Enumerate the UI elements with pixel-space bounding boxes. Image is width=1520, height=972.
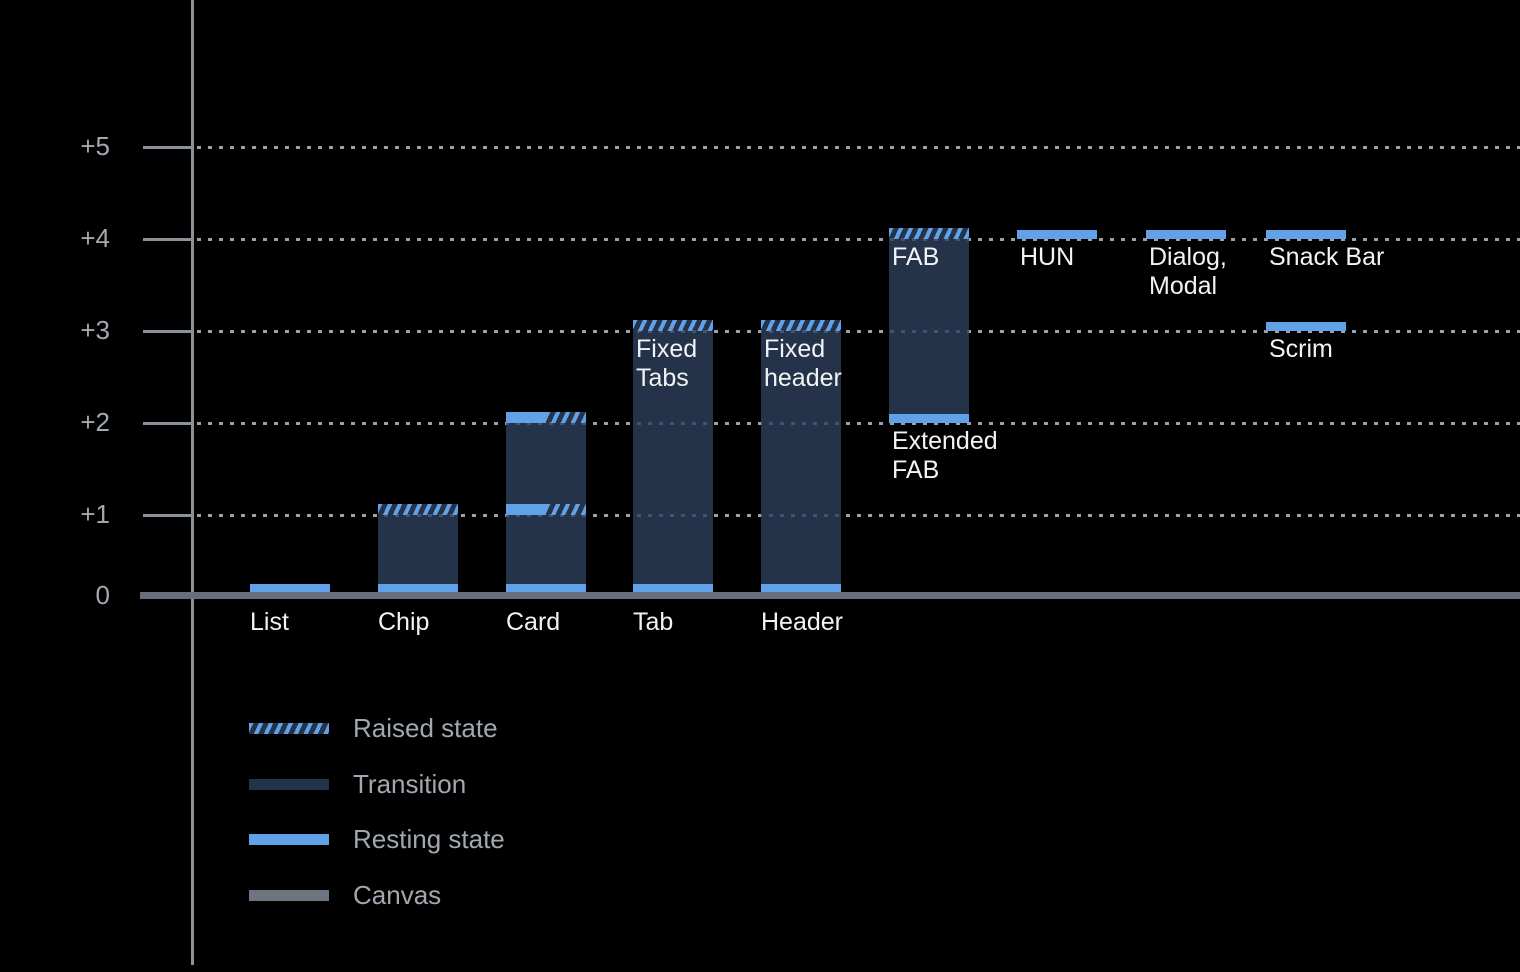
y-axis-line [191, 0, 194, 965]
label-fixed-header: Fixed header [764, 335, 842, 392]
segment-raised [633, 319, 713, 331]
y-tick-label-0: 0 [95, 579, 110, 610]
segment-raised [378, 503, 458, 515]
segment-raised-half [546, 503, 586, 515]
label-tab: Tab [633, 608, 674, 636]
y-tick-label-1: +1 [80, 498, 110, 529]
legend-swatch-transition [249, 778, 329, 790]
segment-transition [506, 423, 586, 504]
canvas-baseline [140, 592, 1520, 599]
legend-item-resting-state: Resting state [249, 823, 505, 854]
segment-resting-half [506, 503, 546, 515]
y-tick-label-2: +2 [80, 406, 110, 437]
gridline-2 [197, 421, 1520, 425]
segment-resting [506, 584, 586, 592]
label-hun: HUN [1020, 243, 1075, 271]
y-tick-mark [143, 421, 193, 425]
label-snack-bar: Snack Bar [1269, 243, 1385, 271]
label-card: Card [506, 608, 561, 636]
segment-raised [761, 319, 841, 331]
segment-resting [378, 584, 458, 592]
segment-resting [1017, 229, 1097, 239]
label-fixed-tabs: Fixed Tabs [636, 335, 698, 392]
segment-resting [250, 584, 330, 592]
label-chip: Chip [378, 608, 430, 636]
segment-raised-half [546, 411, 586, 423]
y-tick-label-5: +5 [80, 130, 110, 161]
y-tick-label-3: +3 [80, 314, 110, 345]
segment-resting [1146, 229, 1226, 239]
y-tick-mark [143, 513, 193, 517]
y-tick-label-4: +4 [80, 222, 110, 253]
y-tick-mark [143, 237, 193, 241]
segment-split [506, 411, 586, 423]
legend-swatch-canvas [249, 889, 329, 901]
label-header: Header [761, 608, 843, 636]
legend-label-canvas: Canvas [353, 879, 442, 910]
y-tick-mark [143, 329, 193, 333]
segment-split [506, 503, 586, 515]
legend-label-raised-state: Raised state [353, 712, 498, 743]
y-tick-mark [143, 145, 193, 149]
segment-transition [506, 515, 586, 584]
gridline-5 [197, 145, 1520, 149]
legend-swatch-resting [249, 833, 329, 845]
legend-label-resting-state: Resting state [353, 823, 505, 854]
segment-resting [633, 584, 713, 592]
legend-item-raised-state: Raised state [249, 712, 498, 743]
segment-transition [378, 515, 458, 584]
label-scrim: Scrim [1269, 335, 1333, 363]
label-list: List [250, 608, 289, 636]
segment-resting [889, 413, 969, 423]
gridline-4 [197, 237, 1520, 241]
segment-raised [889, 227, 969, 239]
legend-item-transition: Transition [249, 768, 467, 799]
segment-resting-half [506, 411, 546, 423]
gridline-3 [197, 329, 1520, 333]
legend-label-transition: Transition [353, 768, 467, 799]
legend-swatch-raised [249, 722, 329, 734]
segment-resting [761, 584, 841, 592]
segment-resting [1266, 229, 1346, 239]
label-dialog-modal: Dialog, Modal [1149, 243, 1227, 300]
label-fab: FAB [892, 243, 940, 271]
gridline-1 [197, 513, 1520, 517]
segment-transition [761, 331, 841, 584]
label-extended-fab: Extended FAB [892, 427, 998, 484]
segment-transition [889, 239, 969, 414]
legend-item-canvas: Canvas [249, 879, 442, 910]
segment-resting [1266, 321, 1346, 331]
segment-transition [633, 331, 713, 584]
